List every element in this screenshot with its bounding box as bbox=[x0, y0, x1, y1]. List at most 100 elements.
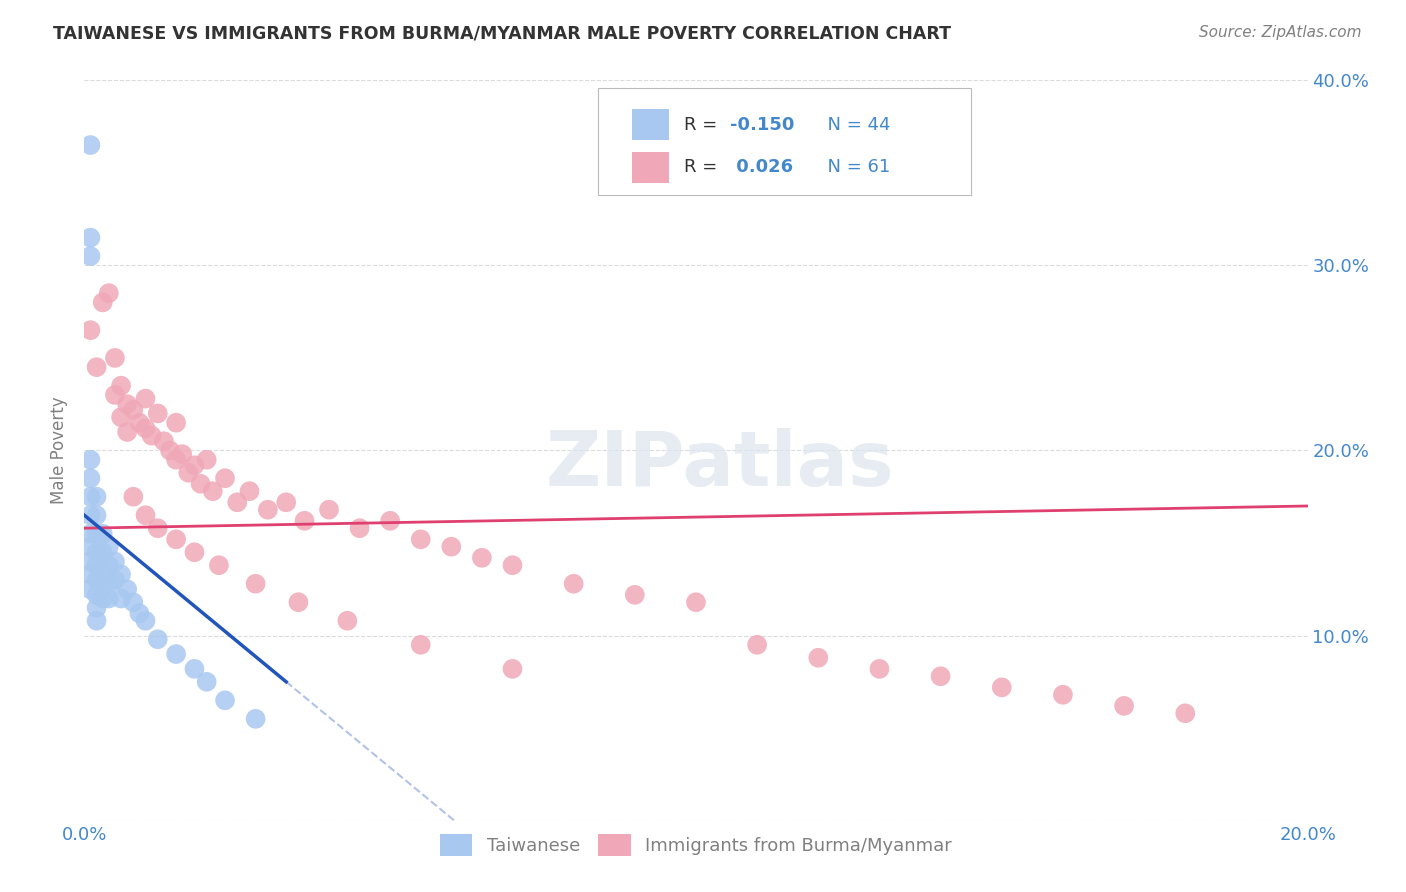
Point bbox=[245, 712, 267, 726]
Point bbox=[86, 573, 108, 587]
Point bbox=[183, 662, 205, 676]
Point bbox=[257, 502, 280, 516]
Point bbox=[79, 526, 101, 541]
Point bbox=[190, 476, 212, 491]
Point bbox=[79, 249, 101, 263]
Point bbox=[91, 545, 114, 559]
Point bbox=[471, 550, 494, 565]
Point bbox=[201, 484, 224, 499]
Point bbox=[165, 416, 187, 430]
Point bbox=[104, 388, 127, 402]
Point bbox=[110, 591, 132, 606]
Point bbox=[135, 421, 157, 435]
Point bbox=[1114, 698, 1136, 713]
Point bbox=[1174, 706, 1197, 721]
Point bbox=[172, 447, 194, 461]
Point bbox=[159, 443, 181, 458]
Point bbox=[115, 397, 138, 411]
Text: R =: R = bbox=[683, 158, 723, 177]
Point bbox=[86, 588, 108, 602]
Point bbox=[318, 502, 340, 516]
Point bbox=[79, 230, 101, 244]
Point bbox=[146, 407, 169, 421]
Point bbox=[929, 669, 952, 683]
Point bbox=[91, 564, 114, 578]
Point bbox=[685, 595, 707, 609]
Point bbox=[79, 567, 101, 582]
Point bbox=[86, 490, 108, 504]
Point bbox=[195, 674, 218, 689]
Point bbox=[208, 558, 231, 573]
Point bbox=[153, 434, 176, 449]
Point bbox=[238, 484, 260, 499]
Point bbox=[91, 591, 114, 606]
Point bbox=[245, 576, 267, 591]
Point bbox=[97, 591, 120, 606]
Point bbox=[287, 595, 309, 609]
Point bbox=[214, 693, 236, 707]
Point bbox=[165, 533, 187, 547]
Bar bbox=[633, 152, 669, 183]
Point bbox=[97, 558, 120, 573]
Point bbox=[440, 540, 463, 554]
Point bbox=[91, 576, 114, 591]
Point bbox=[97, 286, 120, 301]
Point bbox=[747, 638, 769, 652]
Point bbox=[502, 558, 524, 573]
Point bbox=[195, 452, 218, 467]
Point bbox=[79, 452, 101, 467]
Legend: Taiwanese, Immigrants from Burma/Myanmar: Taiwanese, Immigrants from Burma/Myanmar bbox=[433, 827, 959, 863]
Point bbox=[869, 662, 891, 676]
Point bbox=[110, 378, 132, 392]
Point bbox=[226, 495, 249, 509]
Point bbox=[128, 416, 150, 430]
Y-axis label: Male Poverty: Male Poverty bbox=[51, 397, 69, 504]
Point bbox=[97, 540, 120, 554]
Point bbox=[214, 471, 236, 485]
Bar bbox=[633, 109, 669, 140]
Text: -0.150: -0.150 bbox=[730, 116, 794, 134]
Point bbox=[91, 295, 114, 310]
Point bbox=[135, 614, 157, 628]
Point bbox=[624, 588, 647, 602]
Point bbox=[409, 638, 432, 652]
Point bbox=[79, 490, 101, 504]
Point bbox=[380, 514, 402, 528]
Point bbox=[79, 138, 101, 153]
Point bbox=[135, 392, 157, 406]
Point bbox=[122, 490, 145, 504]
Point bbox=[91, 526, 114, 541]
Text: R =: R = bbox=[683, 116, 723, 134]
Point bbox=[110, 567, 132, 582]
Text: TAIWANESE VS IMMIGRANTS FROM BURMA/MYANMAR MALE POVERTY CORRELATION CHART: TAIWANESE VS IMMIGRANTS FROM BURMA/MYANM… bbox=[53, 25, 952, 43]
Point bbox=[1052, 688, 1074, 702]
Point bbox=[183, 458, 205, 473]
Point bbox=[86, 360, 108, 375]
Point bbox=[86, 545, 108, 559]
Point bbox=[336, 614, 359, 628]
Point bbox=[79, 323, 101, 337]
Point bbox=[122, 402, 145, 417]
Point bbox=[115, 582, 138, 597]
Point bbox=[562, 576, 585, 591]
Point bbox=[177, 466, 200, 480]
Point bbox=[86, 600, 108, 615]
Text: N = 44: N = 44 bbox=[815, 116, 890, 134]
Point bbox=[146, 632, 169, 647]
Point bbox=[86, 614, 108, 628]
Point bbox=[86, 526, 108, 541]
Point bbox=[97, 576, 120, 591]
Point bbox=[79, 540, 101, 554]
Point bbox=[349, 521, 371, 535]
Point bbox=[110, 410, 132, 425]
Text: 0.026: 0.026 bbox=[730, 158, 793, 177]
Point bbox=[276, 495, 298, 509]
Point bbox=[165, 647, 187, 661]
Text: N = 61: N = 61 bbox=[815, 158, 890, 177]
Point bbox=[104, 351, 127, 365]
Point bbox=[104, 554, 127, 569]
FancyBboxPatch shape bbox=[598, 87, 972, 195]
Point bbox=[104, 573, 127, 587]
Point bbox=[79, 582, 101, 597]
Point bbox=[409, 533, 432, 547]
